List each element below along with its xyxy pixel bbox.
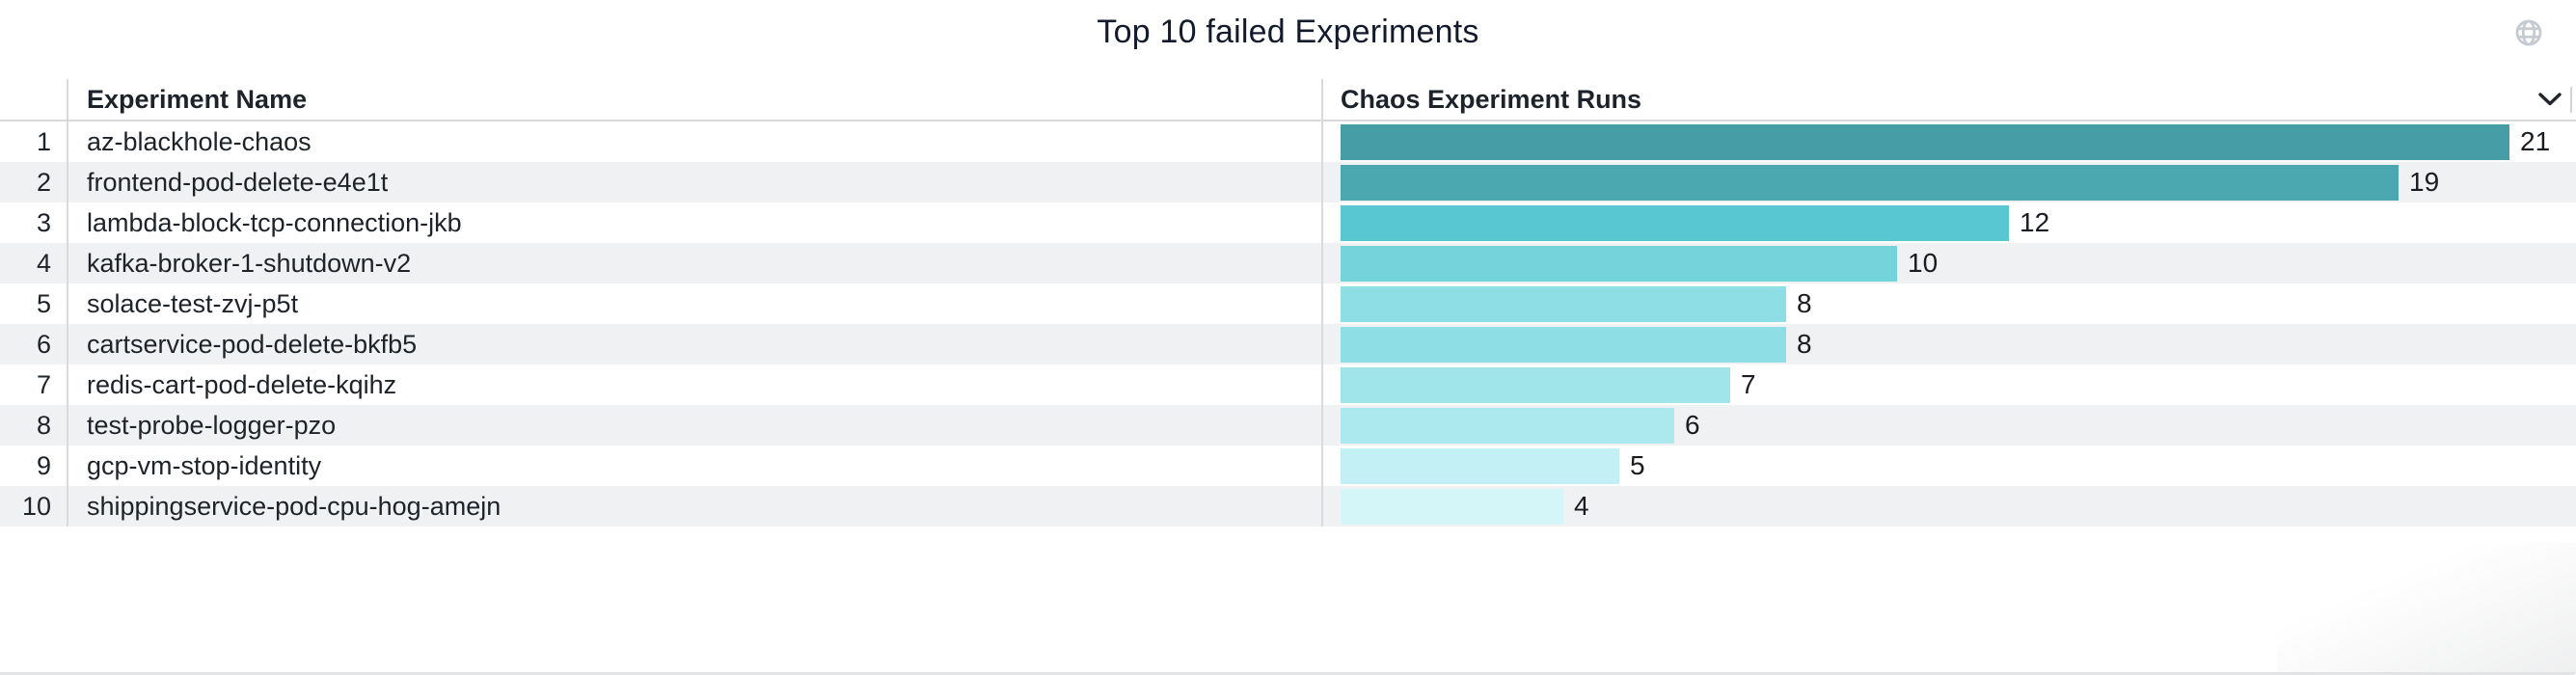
table-row: 8 test-probe-logger-pzo 6 xyxy=(0,405,2576,446)
runs-value: 7 xyxy=(1741,369,1756,399)
experiment-name-cell: frontend-pod-delete-e4e1t xyxy=(68,162,1323,202)
globe-icon xyxy=(2513,17,2544,48)
experiment-name: kafka-broker-1-shutdown-v2 xyxy=(87,248,412,278)
experiment-name: redis-cart-pod-delete-kqihz xyxy=(87,369,397,399)
runs-bar xyxy=(1341,164,2399,201)
row-rank: 6 xyxy=(0,324,68,364)
experiment-name-cell: test-probe-logger-pzo xyxy=(68,405,1323,446)
row-rank: 10 xyxy=(0,486,68,526)
experiment-name: gcp-vm-stop-identity xyxy=(87,450,322,480)
runs-bar-cell: 12 xyxy=(1323,202,2576,243)
chevron-down-icon[interactable] xyxy=(2537,92,2562,107)
table-row: 3 lambda-block-tcp-connection-jkb 12 xyxy=(0,202,2576,243)
experiment-name: frontend-pod-delete-e4e1t xyxy=(87,167,389,197)
row-rank: 8 xyxy=(0,405,68,446)
experiment-name: solace-test-zvj-p5t xyxy=(87,288,299,318)
experiment-name-cell: lambda-block-tcp-connection-jkb xyxy=(68,202,1323,243)
runs-value: 10 xyxy=(1908,248,1939,278)
experiment-name-cell: gcp-vm-stop-identity xyxy=(68,446,1323,486)
runs-bar xyxy=(1341,447,1619,484)
runs-bar xyxy=(1341,366,1730,403)
experiment-name-cell: solace-test-zvj-p5t xyxy=(68,284,1323,324)
runs-bar xyxy=(1341,245,1897,282)
runs-bar-cell: 4 xyxy=(1323,486,2576,526)
column-header-chaos-runs[interactable]: Chaos Experiment Runs xyxy=(1323,79,2576,120)
experiment-name: az-blackhole-chaos xyxy=(87,126,312,156)
runs-bar-cell: 21 xyxy=(1323,122,2576,162)
runs-value: 8 xyxy=(1797,329,1812,359)
experiment-name: test-probe-logger-pzo xyxy=(87,410,337,440)
experiment-name-header-label: Experiment Name xyxy=(87,84,308,114)
runs-bar-cell: 6 xyxy=(1323,405,2576,446)
runs-bar-cell: 8 xyxy=(1323,284,2576,324)
experiment-name-cell: kafka-broker-1-shutdown-v2 xyxy=(68,243,1323,284)
row-rank: 3 xyxy=(0,202,68,243)
table-row: 4 kafka-broker-1-shutdown-v2 10 xyxy=(0,243,2576,284)
table-body: 1 az-blackhole-chaos 21 2 frontend-pod-delet… xyxy=(0,122,2576,526)
table-row: 2 frontend-pod-delete-e4e1t 19 xyxy=(0,162,2576,202)
runs-bar xyxy=(1341,407,1674,444)
experiment-name: cartservice-pod-delete-bkfb5 xyxy=(87,329,418,359)
table-row: 10 shippingservice-pod-cpu-hog-amejn 4 xyxy=(0,486,2576,526)
experiment-name: shippingservice-pod-cpu-hog-amejn xyxy=(87,491,502,521)
chaos-runs-header-label: Chaos Experiment Runs xyxy=(1341,84,1642,114)
row-rank: 9 xyxy=(0,446,68,486)
table-row: 1 az-blackhole-chaos 21 xyxy=(0,122,2576,162)
table-row: 7 redis-cart-pod-delete-kqihz 7 xyxy=(0,364,2576,405)
runs-value: 12 xyxy=(2020,207,2050,237)
runs-value: 6 xyxy=(1685,410,1700,440)
runs-bar-cell: 10 xyxy=(1323,243,2576,284)
experiment-name-cell: cartservice-pod-delete-bkfb5 xyxy=(68,324,1323,364)
experiment-name-cell: az-blackhole-chaos xyxy=(68,122,1323,162)
runs-bar-cell: 7 xyxy=(1323,364,2576,405)
row-rank: 1 xyxy=(0,122,68,162)
runs-bar-cell: 19 xyxy=(1323,162,2576,202)
runs-bar xyxy=(1341,204,2009,241)
row-rank: 7 xyxy=(0,364,68,405)
runs-bar xyxy=(1341,123,2509,160)
table-row: 9 gcp-vm-stop-identity 5 xyxy=(0,446,2576,486)
runs-bar xyxy=(1341,488,1563,525)
runs-value: 19 xyxy=(2409,167,2440,197)
row-rank: 5 xyxy=(0,284,68,324)
experiment-name: lambda-block-tcp-connection-jkb xyxy=(87,207,462,237)
header-end-divider xyxy=(2570,87,2572,113)
page-title: Top 10 failed Experiments xyxy=(1097,14,1479,50)
runs-bar xyxy=(1341,285,1786,322)
row-rank: 2 xyxy=(0,162,68,202)
row-rank: 4 xyxy=(0,243,68,284)
runs-value: 4 xyxy=(1574,491,1589,521)
runs-bar-cell: 5 xyxy=(1323,446,2576,486)
table-row: 6 cartservice-pod-delete-bkfb5 8 xyxy=(0,324,2576,364)
table-header-row: Experiment Name Chaos Experiment Runs xyxy=(0,79,2576,122)
runs-value: 21 xyxy=(2520,126,2551,156)
runs-value: 8 xyxy=(1797,288,1812,318)
panel-corner-shadow xyxy=(2277,543,2576,673)
row-number-header-cell xyxy=(0,79,68,120)
column-header-experiment-name[interactable]: Experiment Name xyxy=(68,79,1323,120)
panel-bottom-edge xyxy=(0,672,2576,675)
runs-value: 5 xyxy=(1630,450,1645,480)
runs-bar-cell: 8 xyxy=(1323,324,2576,364)
experiment-name-cell: shippingservice-pod-cpu-hog-amejn xyxy=(68,486,1323,526)
experiment-name-cell: redis-cart-pod-delete-kqihz xyxy=(68,364,1323,405)
runs-bar xyxy=(1341,326,1786,363)
table-row: 5 solace-test-zvj-p5t 8 xyxy=(0,284,2576,324)
